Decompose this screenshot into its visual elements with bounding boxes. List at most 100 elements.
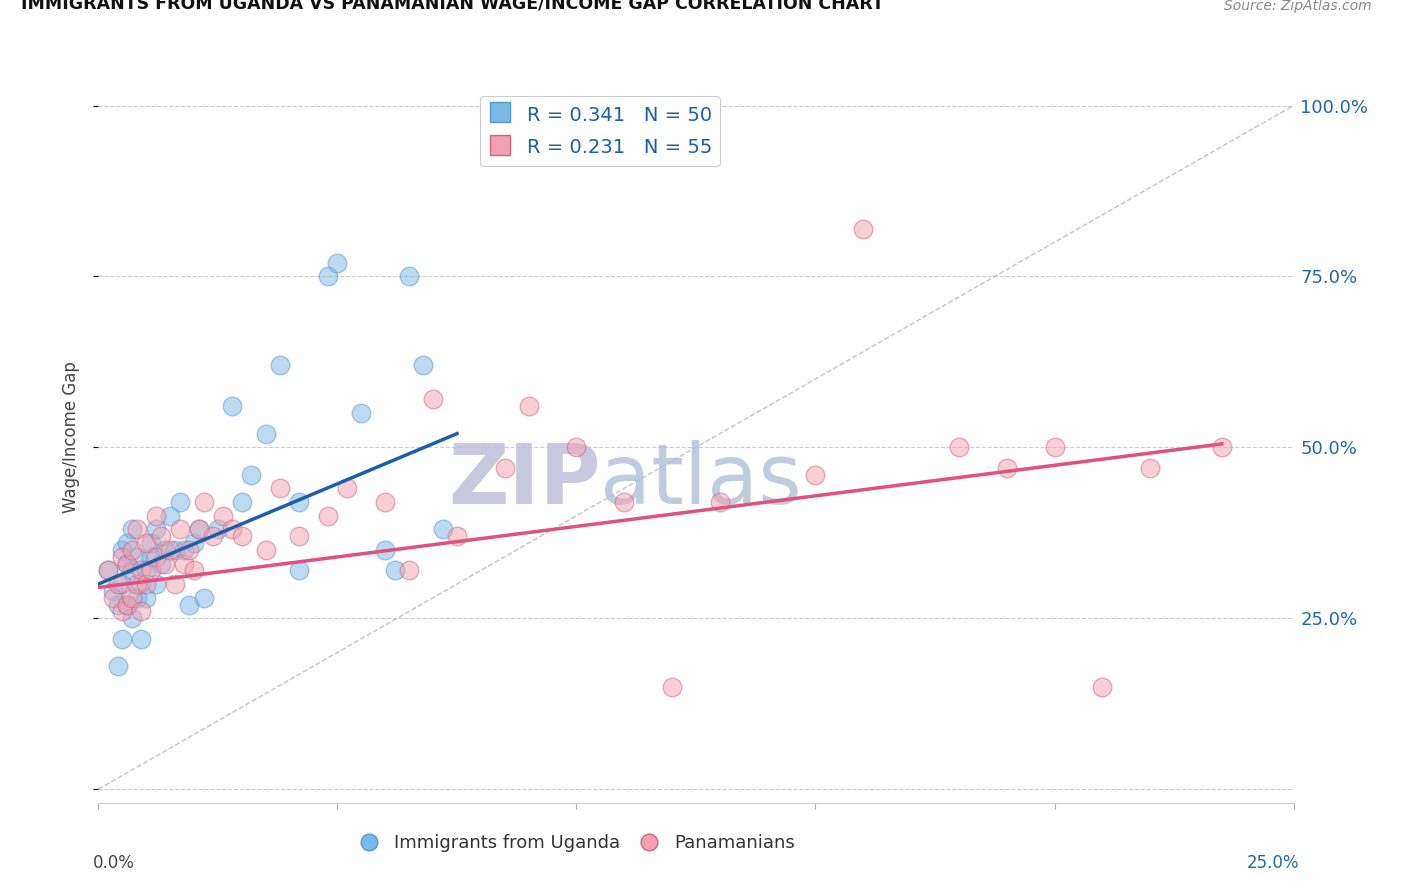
Point	[163, 542, 186, 557]
Point	[97, 563, 120, 577]
Point	[121, 563, 143, 577]
Point	[145, 549, 167, 564]
Point	[169, 522, 191, 536]
Point	[125, 577, 148, 591]
Point	[179, 542, 201, 557]
Point	[125, 591, 148, 605]
Point	[135, 577, 157, 591]
Point	[111, 549, 134, 564]
Point	[163, 577, 186, 591]
Point	[121, 522, 143, 536]
Legend: Immigrants from Uganda, Panamanians: Immigrants from Uganda, Panamanians	[350, 827, 803, 860]
Point	[661, 680, 683, 694]
Point	[115, 598, 138, 612]
Point	[159, 542, 181, 557]
Point	[97, 563, 120, 577]
Point	[446, 529, 468, 543]
Point	[350, 406, 373, 420]
Point	[316, 508, 339, 523]
Point	[709, 495, 731, 509]
Point	[254, 426, 277, 441]
Point	[384, 563, 406, 577]
Point	[187, 522, 209, 536]
Point	[139, 549, 162, 564]
Point	[221, 400, 243, 414]
Text: atlas: atlas	[600, 441, 801, 522]
Point	[613, 495, 636, 509]
Point	[1139, 460, 1161, 475]
Point	[107, 598, 129, 612]
Point	[231, 529, 253, 543]
Point	[145, 508, 167, 523]
Text: ZIP: ZIP	[449, 441, 600, 522]
Point	[173, 542, 195, 557]
Point	[121, 611, 143, 625]
Point	[111, 604, 134, 618]
Point	[169, 495, 191, 509]
Y-axis label: Wage/Income Gap: Wage/Income Gap	[62, 361, 80, 513]
Point	[115, 598, 138, 612]
Text: 25.0%: 25.0%	[1247, 854, 1299, 872]
Point	[432, 522, 454, 536]
Point	[1091, 680, 1114, 694]
Point	[115, 557, 138, 571]
Point	[316, 269, 339, 284]
Point	[155, 557, 177, 571]
Point	[336, 481, 359, 495]
Point	[412, 359, 434, 373]
Point	[107, 659, 129, 673]
Point	[995, 460, 1018, 475]
Point	[135, 563, 157, 577]
Point	[111, 632, 134, 646]
Point	[173, 557, 195, 571]
Point	[149, 529, 172, 543]
Point	[121, 542, 143, 557]
Point	[288, 495, 311, 509]
Point	[1211, 440, 1233, 454]
Point	[131, 577, 153, 591]
Point	[852, 221, 875, 235]
Point	[288, 529, 311, 543]
Point	[145, 577, 167, 591]
Point	[139, 563, 162, 577]
Point	[111, 577, 134, 591]
Point	[269, 359, 291, 373]
Point	[517, 400, 540, 414]
Point	[398, 563, 420, 577]
Point	[183, 563, 205, 577]
Text: 0.0%: 0.0%	[93, 854, 135, 872]
Point	[111, 542, 134, 557]
Point	[125, 522, 148, 536]
Point	[374, 542, 396, 557]
Point	[193, 495, 215, 509]
Point	[107, 577, 129, 591]
Point	[101, 591, 124, 605]
Point	[179, 598, 201, 612]
Point	[159, 508, 181, 523]
Point	[155, 542, 177, 557]
Point	[187, 522, 209, 536]
Point	[565, 440, 588, 454]
Point	[211, 508, 233, 523]
Point	[398, 269, 420, 284]
Point	[479, 133, 502, 147]
Point	[145, 522, 167, 536]
Point	[1043, 440, 1066, 454]
Point	[131, 563, 153, 577]
Point	[202, 529, 225, 543]
Point	[374, 495, 396, 509]
Point	[231, 495, 253, 509]
Point	[254, 542, 277, 557]
Point	[207, 522, 229, 536]
Point	[131, 632, 153, 646]
Point	[494, 460, 516, 475]
Point	[193, 591, 215, 605]
Point	[135, 536, 157, 550]
Point	[269, 481, 291, 495]
Point	[221, 522, 243, 536]
Point	[183, 536, 205, 550]
Point	[131, 604, 153, 618]
Point	[121, 591, 143, 605]
Point	[804, 467, 827, 482]
Point	[125, 549, 148, 564]
